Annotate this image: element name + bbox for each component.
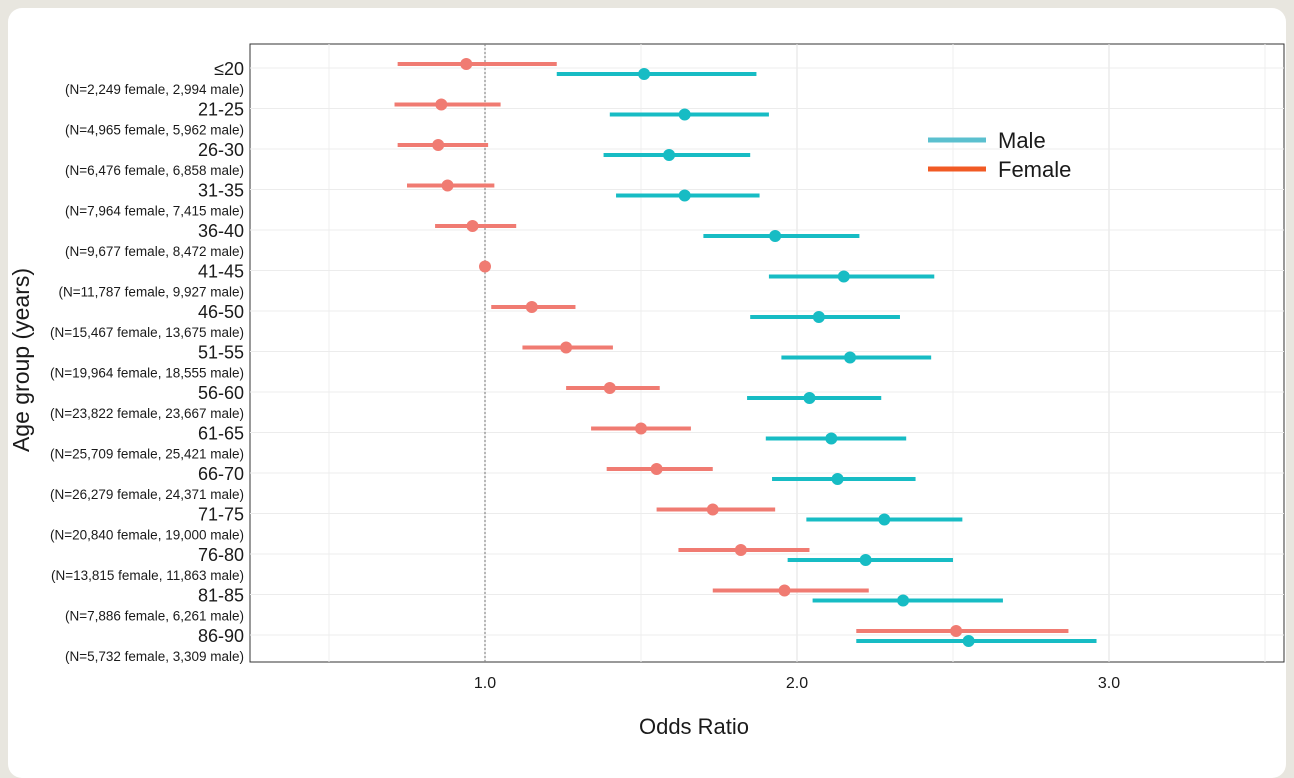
male-point [638,68,651,80]
sample-size-label: (N=11,787 female, 9,927 male) [59,285,244,300]
age-group-label: 31-35 [198,181,244,201]
male-point [678,189,691,202]
male-point [878,513,891,526]
sample-size-label: (N=25,709 female, 25,421 male) [50,447,244,462]
sample-size-label: (N=13,815 female, 11,863 male) [51,568,244,583]
sample-size-label: (N=15,467 female, 13,675 male) [50,325,244,340]
female-point [525,301,538,313]
female-point [778,584,791,597]
female-point [950,625,963,637]
female-point [435,98,448,111]
female-point [432,139,445,151]
female-point [650,463,663,475]
x-tick-label: 2.0 [786,675,808,692]
age-group-label: 56-60 [198,383,244,403]
female-point [560,341,573,354]
y-axis-title: Age group (years) [8,268,34,452]
male-point [897,594,910,607]
plot-panel [249,43,1285,663]
sample-size-label: (N=9,677 female, 8,472 male) [65,244,244,259]
age-group-label: 26-30 [198,140,244,160]
legend: Male Female [928,128,1071,182]
male-point [962,635,975,647]
sample-size-label: (N=20,840 female, 19,000 male) [50,528,244,543]
age-group-label: 46-50 [198,302,244,322]
age-group-label: 71-75 [198,505,244,525]
sample-size-label: (N=26,279 female, 24,371 male) [50,487,244,502]
grid-lines [250,44,1284,662]
female-point [603,382,616,394]
sample-size-label: (N=4,965 female, 5,962 male) [65,123,244,138]
sample-size-label: (N=23,822 female, 23,667 male) [50,406,244,421]
male-point [803,392,816,404]
female-point [635,422,647,435]
x-tick-labels: 1.0 2.0 3.0 [474,675,1120,692]
age-group-label: 81-85 [198,586,244,606]
female-point [479,260,491,273]
male-point [831,473,844,485]
legend-female-label: Female [998,157,1071,182]
male-point [663,149,676,161]
x-axis-title: Odds Ratio [639,714,749,739]
age-group-label: 41-45 [198,262,244,282]
data-marks [394,58,1097,647]
male-point [859,554,872,566]
age-group-label: 21-25 [198,100,244,120]
male-point [769,230,782,242]
female-point [466,220,479,232]
female-point [441,179,454,192]
sample-size-label: (N=2,249 female, 2,994 male) [65,82,244,97]
x-tick-label: 1.0 [474,675,496,692]
male-point [844,351,857,364]
female-point [706,503,719,516]
sample-size-label: (N=6,476 female, 6,858 male) [65,163,244,178]
sample-size-label: (N=19,964 female, 18,555 male) [50,366,244,381]
female-point [460,58,473,70]
age-group-label: 86-90 [198,626,244,646]
age-group-label: 36-40 [198,221,244,241]
sample-size-label: (N=7,964 female, 7,415 male) [65,204,244,219]
age-group-label: 76-80 [198,545,244,565]
female-point [734,544,747,556]
age-group-label: 66-70 [198,464,244,484]
sample-size-label: (N=5,732 female, 3,309 male) [65,649,244,664]
male-point [812,311,825,323]
male-point [825,432,838,445]
age-group-label: 61-65 [198,424,244,444]
male-point [837,270,850,283]
x-tick-label: 3.0 [1098,675,1120,692]
age-group-label: 51-55 [198,343,244,363]
y-tick-labels: ≤20 (N=2,249 female, 2,994 male) 21-25 (N=4… [50,59,244,664]
male-point [678,108,691,121]
sample-size-label: (N=7,886 female, 6,261 male) [65,609,244,624]
legend-male-label: Male [998,128,1046,153]
age-group-label: ≤20 [214,59,244,79]
